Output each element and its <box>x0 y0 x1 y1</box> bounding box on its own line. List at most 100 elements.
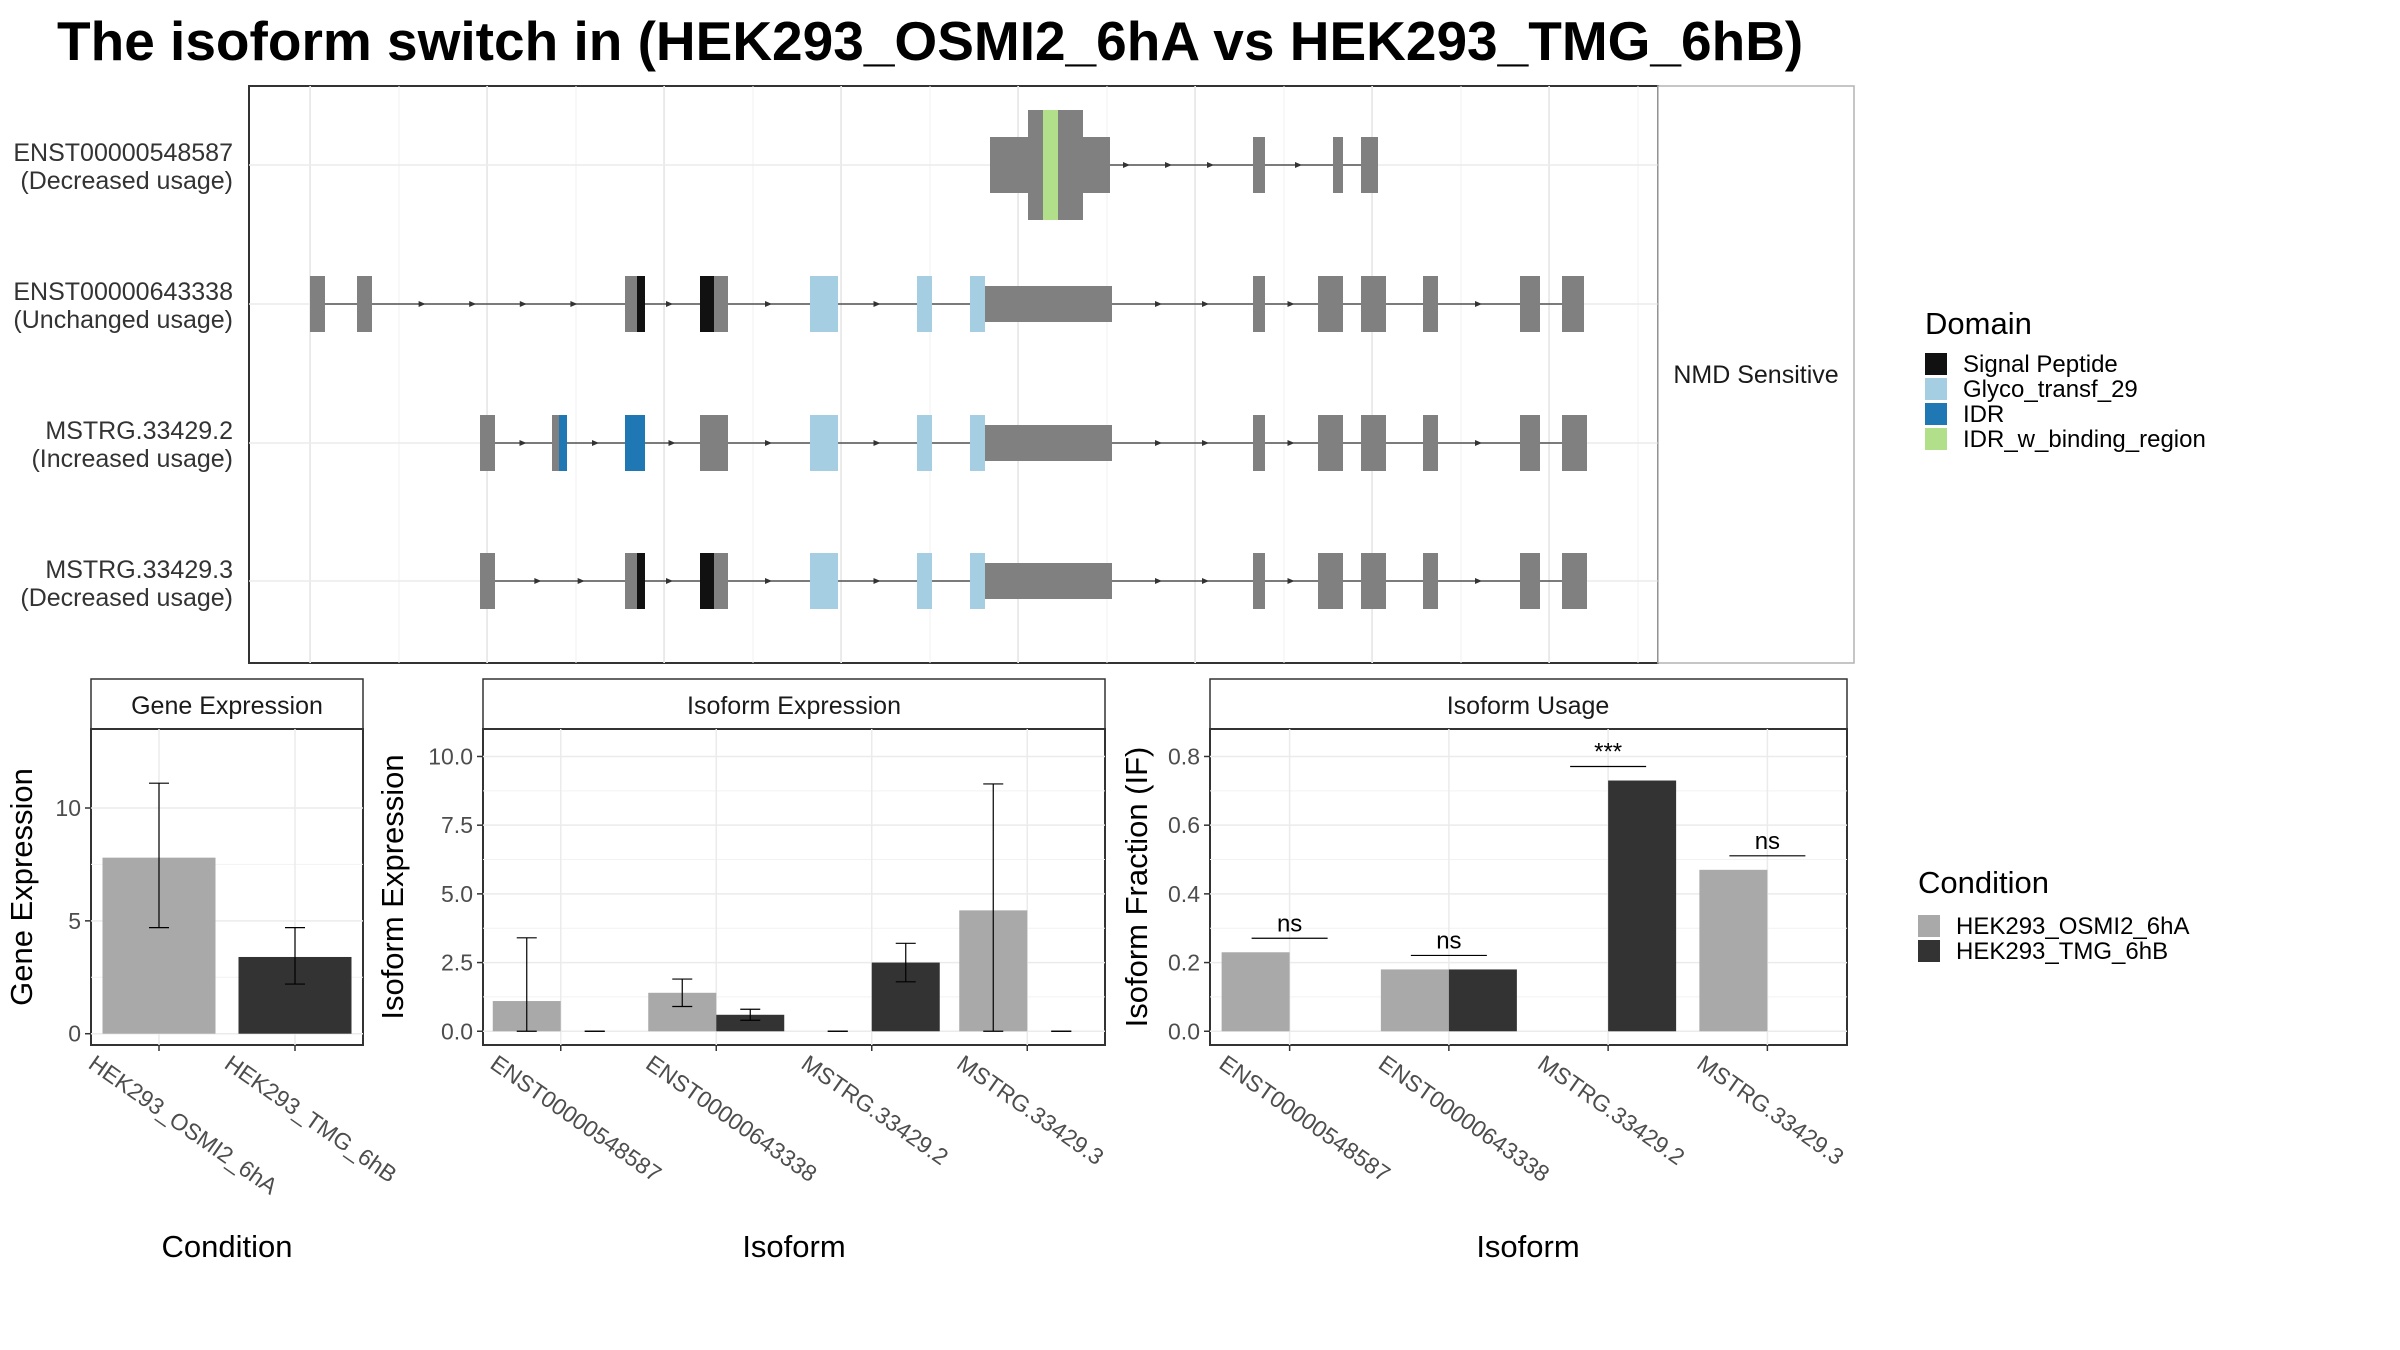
intron-arrow <box>1287 301 1295 307</box>
domain-block <box>810 553 838 609</box>
exon-block <box>1562 553 1587 609</box>
x-tick-label: MSTRG.33429.2 <box>1533 1050 1689 1170</box>
exon-block <box>985 563 1112 599</box>
gene-expression-bars <box>102 782 352 1034</box>
x-tick-label: ENST00000548587 <box>486 1050 666 1187</box>
y-tick-label: 7.5 <box>441 812 473 838</box>
isoform-expression-y-title: Isoform Expression <box>375 754 410 1019</box>
isoform-usage-panel: Isoform Usage ns ns *** ns 0.0 0.2 0.4 0.6 0.8 E… <box>1119 678 1849 1264</box>
intron-arrow <box>418 301 426 307</box>
transcript-labels: ENST00000548587 (Decreased usage) ENST00… <box>13 139 233 612</box>
intron-arrow <box>577 578 585 584</box>
intron-arrow <box>668 440 676 446</box>
domain-block <box>917 276 932 332</box>
intron-arrow <box>1202 578 1209 584</box>
bar <box>1699 869 1768 1032</box>
exon-block <box>357 276 372 332</box>
intron-arrow <box>666 301 673 307</box>
x-tick-label: MSTRG.33429.2 <box>797 1050 953 1170</box>
intron-arrow <box>1202 301 1209 307</box>
exon-block <box>625 276 640 332</box>
transcript-name-1: ENST00000548587 <box>13 139 233 167</box>
domain-block <box>1043 110 1058 220</box>
exon-block <box>1423 276 1438 332</box>
exon-block <box>985 286 1112 322</box>
x-tick-label: MSTRG.33429.3 <box>952 1050 1108 1170</box>
intron-arrow <box>1123 162 1130 168</box>
gene-expression-y-title: Gene Expression <box>4 768 39 1006</box>
intron-arrow <box>519 440 527 446</box>
intron-arrow <box>1202 440 1209 446</box>
exon-block <box>1253 276 1265 332</box>
structure-plot-frame <box>248 85 1659 664</box>
exon-block <box>1361 553 1386 609</box>
bar <box>716 1014 785 1032</box>
significance-label: ns <box>1436 927 1461 954</box>
y-tick-label: 0.0 <box>441 1018 473 1044</box>
intron-arrow <box>519 301 527 307</box>
intron-arrow <box>1155 440 1162 446</box>
domain-block <box>970 415 985 471</box>
significance-label: *** <box>1594 739 1622 766</box>
legend-label-idr: IDR <box>1963 401 2004 428</box>
exon-block <box>1520 276 1540 332</box>
y-tick-label: 10 <box>55 795 81 821</box>
gene-expression-panel: Gene Expression 0510HEK293_OSMI2_6hAHEK2… <box>4 678 402 1264</box>
domain-block <box>700 553 714 609</box>
y-tick-label: 0.0 <box>1168 1018 1200 1044</box>
y-tick-label: 0.4 <box>1168 881 1200 907</box>
domain-block <box>917 415 932 471</box>
legend-label-glyco-transf: Glyco_transf_29 <box>1963 376 2138 403</box>
intron-arrow <box>1475 301 1482 307</box>
intron-arrow <box>1287 578 1295 584</box>
y-tick-label: 0.2 <box>1168 950 1200 976</box>
transcript-usage-2: (Unchanged usage) <box>13 306 233 334</box>
bar <box>1448 969 1517 1032</box>
exon-block <box>1318 415 1343 471</box>
intron-arrow <box>1155 301 1162 307</box>
intron-arrow <box>666 578 673 584</box>
exon-block <box>1562 276 1584 332</box>
legend-swatch-osmi2 <box>1918 915 1940 937</box>
domain-block <box>637 276 645 332</box>
legend-swatch-tmg <box>1918 940 1940 962</box>
intron-arrow <box>1475 440 1482 446</box>
transcript-name-3: MSTRG.33429.2 <box>45 417 233 445</box>
legend-swatch-idr-binding <box>1925 428 1947 450</box>
exon-block <box>1253 415 1265 471</box>
isoform-expression-strip-label: Isoform Expression <box>687 692 901 720</box>
isoform-expression-x-title: Isoform <box>742 1229 845 1264</box>
exon-block <box>1423 415 1438 471</box>
intron-arrow <box>469 301 477 307</box>
exon-block <box>1423 553 1438 609</box>
isoform-expression-grid <box>483 729 1105 1045</box>
exon-block <box>1253 137 1265 193</box>
domain-block <box>559 415 567 471</box>
intron-arrow <box>873 578 881 584</box>
gene-expression-strip <box>90 678 364 730</box>
y-tick-label: 10.0 <box>428 743 473 769</box>
nmd-strip-label: NMD Sensitive <box>1673 361 1838 389</box>
transcript-structure-panel: NMD Sensitive ENST00000548587 (Decreased… <box>13 85 1855 664</box>
intron-arrow <box>1155 578 1162 584</box>
exon-block <box>1253 553 1265 609</box>
exon-block <box>985 425 1112 461</box>
domain-block <box>810 415 838 471</box>
exon-block <box>700 415 728 471</box>
transcript-name-2: ENST00000643338 <box>13 278 233 306</box>
nmd-strip <box>1657 85 1855 664</box>
legend-label-idr-binding: IDR_w_binding_region <box>1963 426 2206 453</box>
bar <box>1608 780 1677 1032</box>
x-tick-label: ENST00000643338 <box>641 1050 821 1187</box>
domain-block <box>970 553 985 609</box>
legend-swatch-idr <box>1925 403 1947 425</box>
structure-tracks <box>310 110 1587 609</box>
condition-legend-title: Condition <box>1918 865 2049 900</box>
exon-block <box>310 276 325 332</box>
domain-block <box>917 553 932 609</box>
x-tick-label: ENST00000643338 <box>1374 1050 1554 1187</box>
transcript-usage-4: (Decreased usage) <box>20 584 233 612</box>
condition-legend: Condition HEK293_OSMI2_6hA HEK293_TMG_6h… <box>1918 865 2189 965</box>
transcript-name-4: MSTRG.33429.3 <box>45 556 233 584</box>
intron-arrow <box>873 440 881 446</box>
